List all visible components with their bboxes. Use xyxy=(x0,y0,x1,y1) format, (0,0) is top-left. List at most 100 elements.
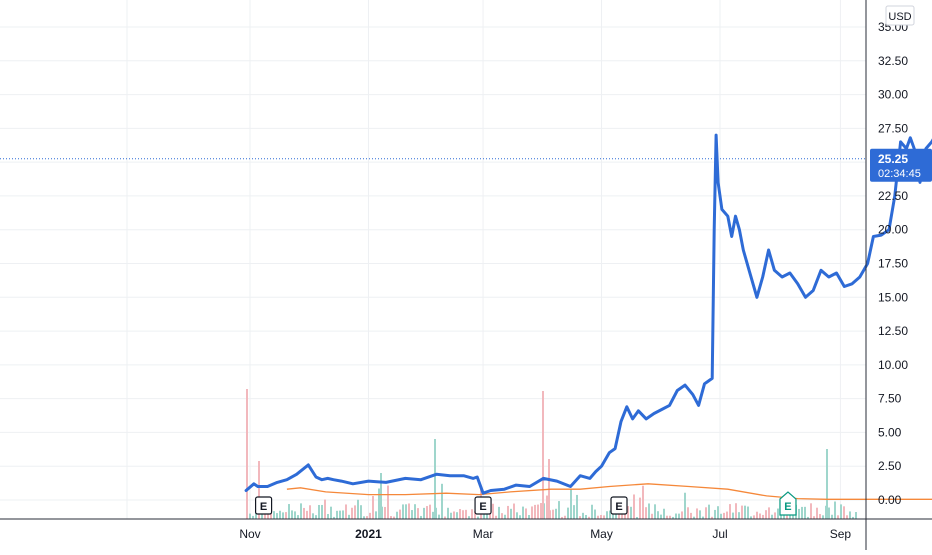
volume-bar xyxy=(542,391,544,519)
volume-bar xyxy=(573,505,575,519)
earnings-marker[interactable]: E xyxy=(610,496,628,515)
y-tick-label: 30.00 xyxy=(878,88,908,102)
volume-bar xyxy=(732,512,734,519)
volume-bar xyxy=(357,499,359,519)
volume-bar xyxy=(801,506,803,519)
volume-bar xyxy=(255,511,257,519)
volume-bar xyxy=(465,509,467,519)
earnings-markers[interactable]: EEEEE xyxy=(254,491,932,516)
volume-bar xyxy=(384,506,386,519)
volume-bar xyxy=(636,516,638,519)
volume-bar xyxy=(816,507,818,519)
volume-bar xyxy=(579,516,581,519)
volume-bar xyxy=(375,511,377,519)
earnings-marker-label: E xyxy=(260,501,267,513)
volume-bar xyxy=(826,449,828,519)
volume-bar xyxy=(810,503,812,519)
y-tick-label: 2.50 xyxy=(878,459,902,473)
earnings-marker[interactable]: E xyxy=(474,496,492,515)
volume-bar xyxy=(285,512,287,519)
countdown-timer: 02:34:45 xyxy=(878,168,921,180)
volume-bar xyxy=(411,510,413,519)
volume-bar xyxy=(654,504,656,519)
volume-bar xyxy=(453,511,455,519)
earnings-marker[interactable]: E xyxy=(779,491,797,516)
volume-bar xyxy=(798,508,800,519)
current-price-badge-bg xyxy=(870,148,932,182)
y-tick-label: 7.50 xyxy=(878,392,902,406)
currency-badge-box[interactable] xyxy=(885,5,915,26)
y-tick-label: 22.50 xyxy=(878,189,908,203)
volume-bar xyxy=(684,492,686,519)
volume-bar xyxy=(537,504,539,519)
y-tick-label: 32.50 xyxy=(878,54,908,68)
volume-bar xyxy=(582,512,584,519)
volume-bar xyxy=(747,506,749,519)
volume-bar xyxy=(564,515,566,519)
currency-badge[interactable]: USD xyxy=(885,5,915,26)
volume-bar xyxy=(510,508,512,519)
volume-bar xyxy=(555,508,557,519)
volume-bar xyxy=(771,514,773,519)
volume-bar xyxy=(306,510,308,519)
volume-bar xyxy=(504,514,506,519)
volume-bar xyxy=(606,511,608,519)
volume-bar xyxy=(390,516,392,519)
volume-bar xyxy=(777,508,779,519)
volume-bar xyxy=(567,507,569,519)
volume-bar xyxy=(291,510,293,519)
volume-bar xyxy=(678,513,680,519)
volume-bar xyxy=(642,485,644,519)
volume-bar xyxy=(402,504,404,519)
volume-bar xyxy=(849,511,851,519)
y-tick-label: 27.50 xyxy=(878,121,908,135)
volume-bar xyxy=(417,508,419,519)
x-tick-label: Sep xyxy=(830,527,852,541)
volume-bar xyxy=(648,503,650,519)
volume-bar xyxy=(726,511,728,519)
volume-bar xyxy=(363,516,365,519)
volume-bar xyxy=(705,507,707,519)
volume-bar xyxy=(756,511,758,519)
volume-bar xyxy=(252,515,254,519)
volume-bar xyxy=(276,513,278,519)
earnings-marker-label: E xyxy=(784,501,791,513)
volume-bar xyxy=(675,513,677,519)
volume-bar xyxy=(630,506,632,519)
volume-bar xyxy=(783,514,785,519)
volume-bar xyxy=(672,516,674,519)
earnings-marker[interactable]: E xyxy=(254,496,273,515)
x-axis-labels: Nov2021MarMayJulSepNov xyxy=(239,527,852,541)
volume-bar xyxy=(540,503,542,519)
volume-bar xyxy=(651,513,653,519)
volume-bar xyxy=(708,504,710,519)
volume-bar xyxy=(498,506,500,519)
volume-bar xyxy=(495,515,497,519)
x-tick-label: Mar xyxy=(473,527,494,541)
volume-bar xyxy=(249,513,251,519)
volume-bar xyxy=(327,513,329,519)
volume-bar xyxy=(366,516,368,519)
volume-bar xyxy=(693,516,695,519)
volume-bar xyxy=(558,501,560,519)
y-tick-label: 0.00 xyxy=(878,493,902,507)
volume-bar xyxy=(645,507,647,519)
volume-bar xyxy=(666,515,668,519)
volume-bar xyxy=(741,505,743,519)
volume-bar xyxy=(270,510,272,519)
volume-bar xyxy=(600,514,602,519)
volume-bar xyxy=(594,509,596,519)
volume-bar xyxy=(459,509,461,519)
volume-bar xyxy=(336,510,338,519)
volume-bar xyxy=(380,473,382,519)
x-tick-label: 2021 xyxy=(355,527,382,541)
volume-bar xyxy=(471,509,473,519)
volume-bar xyxy=(774,512,776,519)
y-tick-label: 17.50 xyxy=(878,257,908,271)
volume-bar xyxy=(474,511,476,519)
volume-bar xyxy=(615,510,617,519)
volume-bar xyxy=(438,514,440,519)
